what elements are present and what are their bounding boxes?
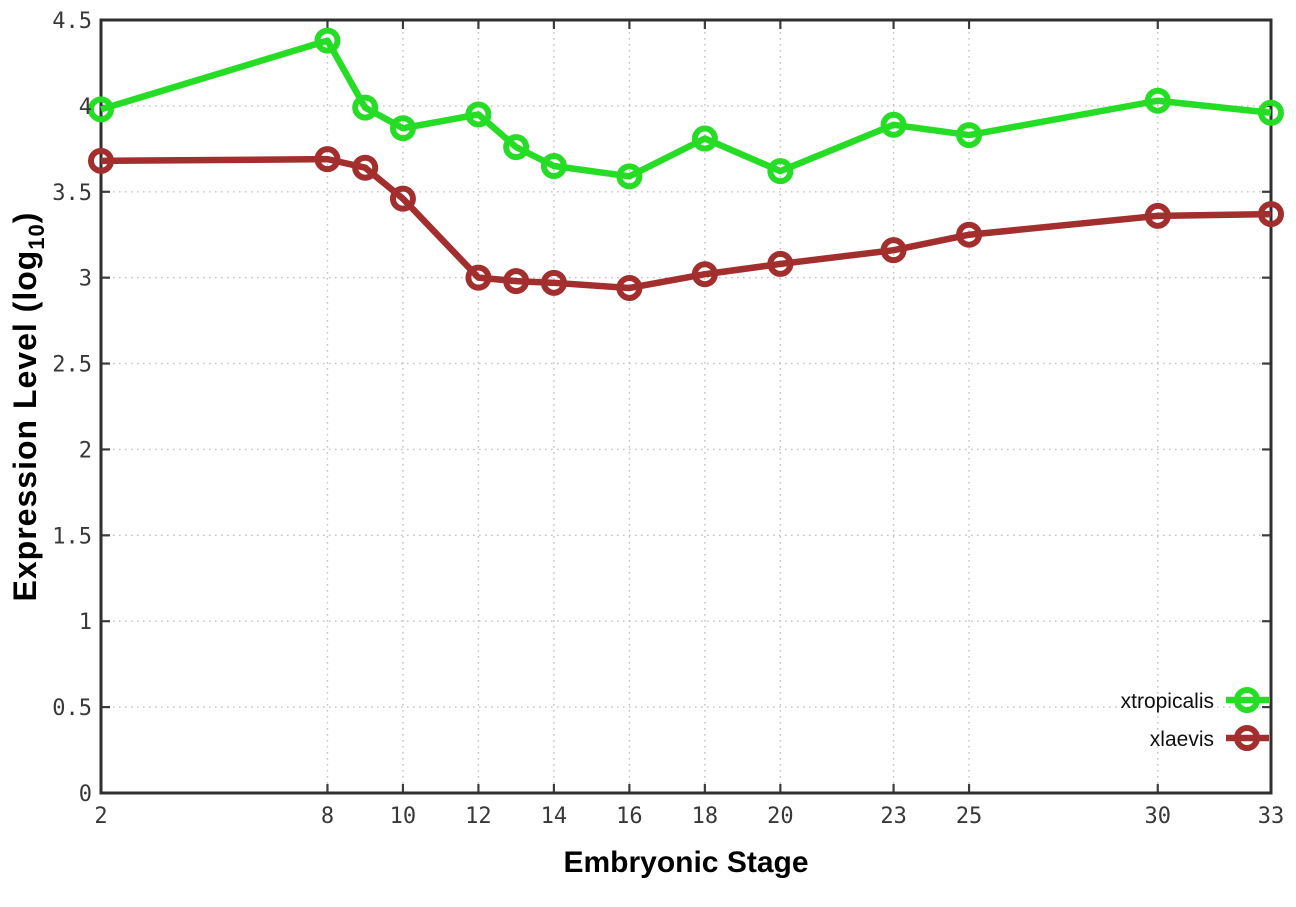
data-point-marker bbox=[88, 147, 114, 174]
y-tick-label: 0 bbox=[79, 782, 92, 807]
data-point-marker bbox=[1144, 202, 1171, 229]
y-tick-label: 3.5 bbox=[52, 181, 92, 206]
y-tick-label: 2 bbox=[79, 438, 92, 463]
data-point-marker bbox=[616, 163, 643, 190]
x-tick-label: 10 bbox=[390, 804, 417, 829]
y-tick-label: 1 bbox=[79, 610, 92, 635]
data-point-marker bbox=[691, 261, 718, 288]
x-tick-label: 18 bbox=[692, 804, 719, 829]
y-tick-label: 1.5 bbox=[52, 524, 92, 549]
x-tick-label: 23 bbox=[880, 804, 907, 829]
data-point-marker bbox=[956, 122, 983, 149]
x-axis-title: Embryonic Stage bbox=[563, 846, 808, 879]
x-tick-label: 30 bbox=[1145, 804, 1172, 829]
data-point-marker bbox=[1258, 201, 1284, 228]
legend-marker-xlaevis bbox=[1234, 725, 1260, 751]
data-point-marker bbox=[540, 153, 567, 180]
data-point-marker bbox=[956, 221, 983, 248]
data-point-marker bbox=[767, 250, 794, 277]
x-tick-label: 25 bbox=[956, 804, 983, 829]
data-point-marker bbox=[314, 27, 341, 54]
data-point-marker bbox=[767, 158, 794, 185]
grid-lines bbox=[101, 20, 1271, 793]
data-point-marker bbox=[314, 146, 341, 173]
x-tick-label: 8 bbox=[321, 804, 334, 829]
data-point-marker bbox=[389, 185, 416, 212]
x-tick-label: 20 bbox=[767, 804, 794, 829]
data-point-marker bbox=[1144, 87, 1171, 114]
legend-marker-xtropicalis bbox=[1234, 687, 1260, 713]
y-axis-title: Expression Level (log10) bbox=[7, 212, 49, 602]
data-point-marker bbox=[352, 154, 379, 181]
series-xtropicalis bbox=[88, 27, 1284, 190]
series-line-xlaevis bbox=[100, 155, 1272, 292]
x-tick-label: 16 bbox=[616, 804, 643, 829]
y-tick-label: 0.5 bbox=[52, 696, 92, 721]
data-point-marker bbox=[691, 125, 718, 152]
y-axis-title-subscript: 10 bbox=[24, 223, 49, 249]
data-point-marker bbox=[465, 101, 492, 128]
data-point-marker bbox=[880, 111, 907, 138]
data-point-marker bbox=[1258, 99, 1284, 126]
y-axis-title-main: Expression Level (log bbox=[7, 250, 43, 602]
x-tick-label: 33 bbox=[1258, 804, 1285, 829]
data-point-marker bbox=[503, 134, 530, 161]
x-tick-label: 14 bbox=[541, 804, 568, 829]
legend-label-xtropicalis: xtropicalis bbox=[1121, 690, 1214, 713]
axis-tick-marks bbox=[99, 18, 1273, 795]
y-tick-label: 2.5 bbox=[52, 353, 92, 378]
data-point-marker bbox=[389, 115, 416, 142]
x-tick-label: 2 bbox=[94, 804, 107, 829]
y-tick-label: 4 bbox=[79, 95, 92, 120]
data-point-marker bbox=[540, 269, 567, 296]
y-tick-label: 3 bbox=[79, 267, 92, 292]
series-line-xtropicalis bbox=[100, 37, 1272, 180]
data-point-marker bbox=[352, 94, 379, 121]
y-tick-label: 4.5 bbox=[52, 9, 92, 34]
data-point-marker bbox=[503, 268, 530, 295]
x-tick-label: 12 bbox=[465, 804, 492, 829]
legend-label-xlaevis: xlaevis bbox=[1150, 728, 1214, 751]
data-point-marker bbox=[88, 96, 114, 123]
plot-border bbox=[99, 18, 1273, 795]
y-tick-labels: 0 0.5 1 1.5 2 2.5 3 3.5 4 4.5 bbox=[52, 9, 92, 807]
y-axis-title-suffix: ) bbox=[7, 212, 43, 224]
data-point-marker bbox=[616, 274, 643, 301]
data-point-marker bbox=[465, 264, 492, 291]
series-xlaevis bbox=[88, 146, 1284, 301]
data-point-marker bbox=[880, 237, 907, 264]
legend: xtropicalis xlaevis bbox=[1121, 687, 1269, 751]
x-tick-labels: 2 8 10 12 14 16 18 20 23 25 30 33 bbox=[94, 804, 1284, 829]
